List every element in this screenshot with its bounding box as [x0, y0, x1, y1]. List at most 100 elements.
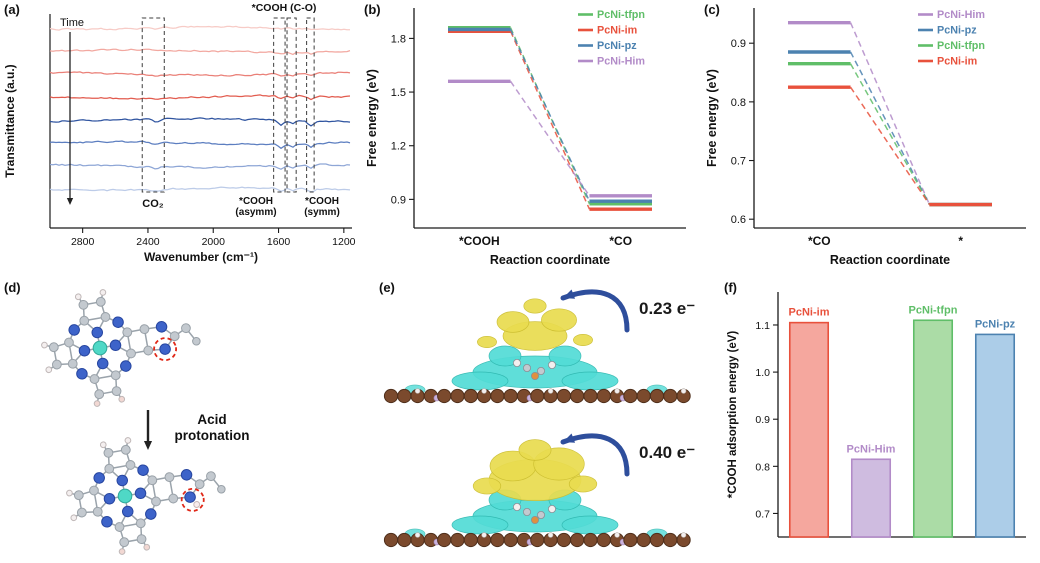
bar-PcNi-im: [788, 321, 830, 538]
adsorbate-atom: [512, 502, 521, 511]
transition-PcNi-Him: [849, 22, 931, 205]
electron-transfer-arrow: [560, 289, 630, 333]
substrate-atom: [623, 532, 638, 548]
bar-label-PcNi-im: PcNi-im: [789, 307, 830, 319]
transition-PcNi-tfpn: [849, 63, 931, 205]
panel-b-free-energy: (b) 0.9 1.2 1.5 1.8 Free energy (eV) *COOH *CO…: [360, 0, 700, 278]
arrowhead: [143, 441, 153, 450]
y-tick-label: 1.2: [391, 141, 406, 153]
y-tick-label: 0.8: [755, 461, 770, 473]
substrate-h-atom: [414, 388, 421, 394]
substrate-atom: [636, 388, 651, 404]
legend-label-PcNi-pz: PcNi-pz: [937, 25, 977, 37]
substrate-h-atom: [614, 532, 620, 538]
substrate-atom: [437, 532, 452, 548]
substrate-h-atom: [414, 532, 421, 538]
ylabel: Free energy (eV): [365, 69, 379, 167]
x-category-label: *: [958, 234, 963, 248]
molecule-before-protonation: [41, 289, 201, 407]
transition-PcNi-im: [509, 30, 591, 210]
substrate-h-atom: [547, 532, 554, 538]
x-tick-label: 1200: [332, 236, 356, 248]
charge-blob: [548, 345, 582, 367]
xlabel: Reaction coordinate: [490, 253, 610, 267]
y-tick-label: 1.0: [755, 367, 770, 379]
transition-PcNi-im: [849, 86, 931, 205]
adsorbate-atom: [522, 364, 531, 373]
adsorbate-atom: [547, 361, 556, 370]
substrate-atom: [556, 388, 571, 404]
arrowhead: [563, 289, 576, 299]
y-tick-label: 0.9: [391, 194, 406, 206]
spectrum-curve-5: [49, 140, 351, 150]
panel-a-ftir: (a) 2800 2400 2000 1600 1200 Wavenumber (cm⁻¹…: [0, 0, 360, 278]
x-tick-label: 2400: [136, 236, 160, 248]
substrate-atom: [450, 388, 465, 404]
panel-e-charge-images: 0.23 e⁻ 0.40 e⁻: [383, 289, 695, 548]
bar-PcNi-pz: [974, 333, 1016, 538]
panel-a-xlabel: Wavenumber (cm⁻¹): [144, 250, 258, 264]
panel-f-tag: (f): [724, 280, 737, 295]
charge-blob: [568, 475, 598, 493]
charge-blob: [561, 371, 619, 391]
substrate-h-atom: [614, 388, 620, 394]
transition-PcNi-pz: [849, 51, 931, 205]
y-tick-label: 0.7: [731, 156, 746, 168]
panel-c-free-energy: (c) 0.6 0.7 0.8 0.9 Free energy (eV) *CO * Reac…: [700, 0, 1040, 278]
spectrum-curve-3: [49, 94, 351, 101]
panel-d-structures: (d) Acid protonation: [0, 278, 375, 563]
substrate-atom: [463, 388, 478, 404]
bar-PcNi-Him: [850, 458, 892, 538]
xlabel: Reaction coordinate: [830, 253, 950, 267]
feature-band: [141, 17, 165, 193]
charge-image-bottom: 0.40 e⁻: [383, 433, 695, 548]
charge-blob: [472, 477, 502, 495]
adsorbate-atom: [522, 507, 531, 516]
substrate-atom: [530, 388, 545, 404]
y-tick-label: 1.1: [755, 320, 770, 332]
charge-blob: [573, 334, 593, 346]
legend-label-PcNi-Him: PcNi-Him: [597, 56, 645, 68]
ylabel: Free energy (eV): [705, 69, 719, 167]
charge-blob: [451, 515, 509, 535]
arrowhead: [563, 433, 576, 443]
protonation-site-highlight: [180, 487, 205, 512]
substrate-atom: [570, 388, 585, 404]
panel-f-adsorption-plot: 0.7 0.8 0.9 1.0 1.1 *COOH adsorption energy (…: [727, 292, 1026, 538]
x-category-label: *CO: [808, 234, 831, 248]
co2-label: CO₂: [142, 198, 164, 210]
charge-blob: [477, 336, 497, 348]
y-tick-label: 0.9: [731, 38, 746, 50]
charge-blob: [518, 439, 552, 461]
panel-e-tag: (e): [379, 280, 395, 295]
substrate-atom: [583, 532, 598, 548]
bar-label-PcNi-pz: PcNi-pz: [975, 318, 1016, 330]
substrate-h-atom: [680, 388, 687, 394]
substrate-atom: [649, 388, 665, 404]
adsorbate-atom: [512, 359, 521, 368]
arrowhead: [66, 198, 74, 205]
substrate-atom: [649, 532, 665, 548]
legend-label-PcNi-tfpn: PcNi-tfpn: [597, 9, 645, 21]
transition-PcNi-pz: [509, 29, 591, 202]
cooh-symm-label: (symm): [304, 207, 340, 218]
substrate-atom: [503, 532, 518, 548]
bar-label-PcNi-tfpn: PcNi-tfpn: [909, 304, 958, 316]
substrate-atom: [663, 388, 678, 404]
substrate-atom: [463, 532, 478, 548]
bar-PcNi-tfpn: [912, 319, 954, 538]
panel-a-spectra-plot: 2800 2400 2000 1600 1200 Wavenumber (cm⁻¹) Tra…: [3, 2, 356, 264]
feature-band: [306, 17, 315, 193]
adsorbate-atom: [530, 515, 539, 524]
acid-protonation-label: Acid: [197, 412, 226, 427]
substrate-h-atom: [481, 388, 487, 394]
legend-label-PcNi-im: PcNi-im: [597, 25, 637, 37]
acid-protonation-label: protonation: [175, 428, 250, 443]
substrate-atom: [397, 532, 412, 548]
panel-c-tag: (c): [704, 2, 720, 17]
adsorbate-atom: [530, 372, 539, 381]
panel-a-ylabel: Transmittance (a.u.): [3, 64, 17, 177]
charge-transfer-value: 0.23 e⁻: [639, 299, 695, 318]
substrate-atom: [556, 532, 571, 548]
panel-c-energy-plot: 0.6 0.7 0.8 0.9 Free energy (eV) *CO * Reaction…: [705, 8, 1026, 267]
